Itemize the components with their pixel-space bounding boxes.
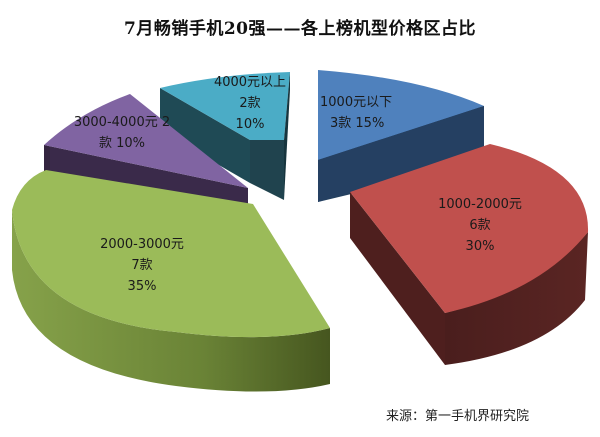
label-line: 3000-4000元 2 bbox=[73, 115, 171, 130]
slice-2000-3000[interactable] bbox=[12, 170, 330, 392]
label-line: 1000-2000元 bbox=[438, 197, 522, 212]
slice-under-1000[interactable] bbox=[318, 70, 484, 202]
label-line: 1000元以下 bbox=[320, 95, 393, 110]
label-line: 6款 bbox=[469, 218, 491, 233]
label-line: 2款 bbox=[239, 96, 261, 111]
label-line: 10% bbox=[235, 117, 265, 132]
slice-1000-2000[interactable] bbox=[350, 144, 589, 365]
label-line: 2000-3000元 bbox=[100, 237, 184, 252]
label-2000-3000: 2000-3000元 7款 35% bbox=[82, 234, 202, 297]
label-line: 30% bbox=[465, 239, 495, 254]
label-line: 4000元以上 bbox=[213, 75, 287, 90]
source-note: 来源：第一手机界研究院 bbox=[386, 409, 530, 424]
label-4000-plus: 4000元以上 2款 10% bbox=[200, 72, 300, 135]
label-under-1000: 1000元以下 3款 15% bbox=[320, 92, 392, 134]
label-line: 3款 15% bbox=[330, 116, 385, 131]
label-line: 款 10% bbox=[98, 136, 146, 151]
label-line: 35% bbox=[127, 279, 157, 294]
label-line: 7款 bbox=[131, 258, 153, 273]
label-1000-2000: 1000-2000元 6款 30% bbox=[420, 194, 540, 257]
label-3000-4000: 3000-4000元 2 款 10% bbox=[52, 112, 192, 154]
chart-title: 7月畅销手机20强——各上榜机型价格区占比 bbox=[124, 19, 476, 39]
slice-4000-plus[interactable] bbox=[160, 72, 290, 200]
